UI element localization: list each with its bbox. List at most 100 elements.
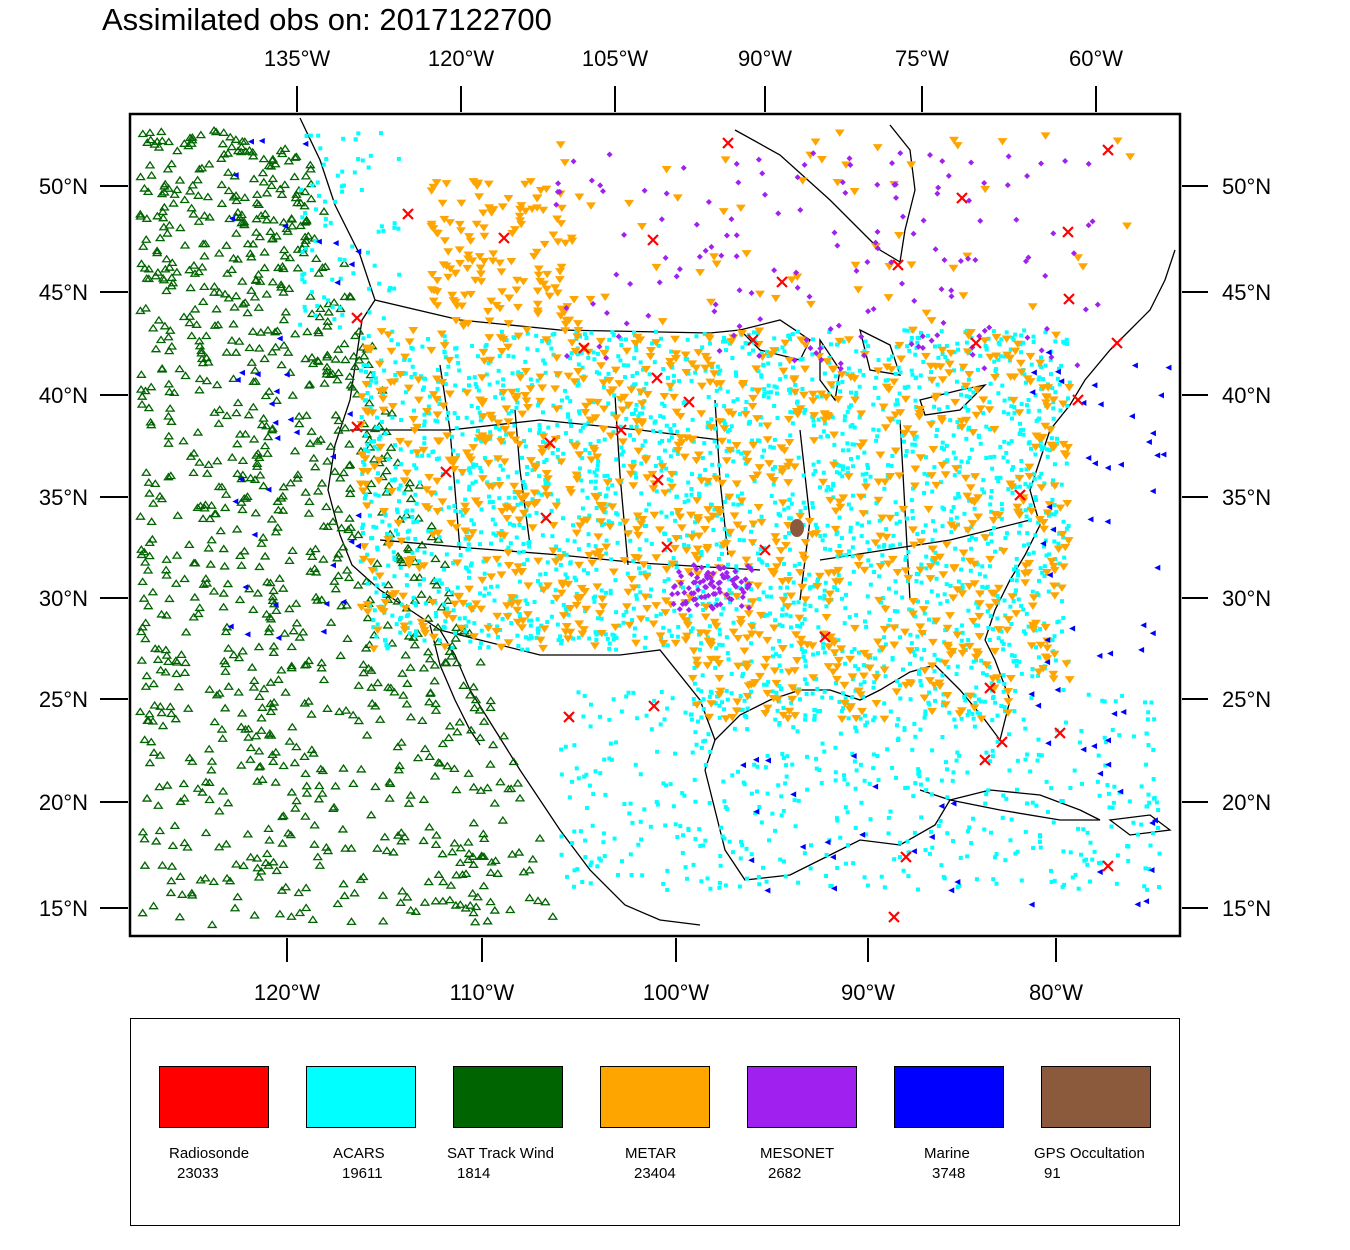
sat-track-wind-point (203, 357, 214, 366)
acars-point (787, 572, 792, 577)
acars-point (829, 487, 834, 492)
acars-point (696, 687, 701, 692)
acars-point (919, 815, 924, 820)
acars-point (443, 382, 448, 387)
acars-point (602, 437, 607, 442)
acars-point (300, 272, 305, 277)
acars-point (1021, 432, 1026, 437)
sat-track-wind-point (374, 715, 386, 723)
metar-point (550, 558, 561, 566)
acars-point (791, 580, 796, 585)
acars-point (967, 538, 972, 543)
acars-point (666, 577, 671, 582)
acars-point (672, 423, 677, 428)
sat-track-wind-point (431, 830, 442, 839)
sat-track-wind-point (398, 690, 409, 699)
right-lat-label: 15°N (1222, 896, 1271, 921)
acars-point (727, 428, 732, 433)
sat-track-wind-point (141, 468, 152, 476)
acars-point (1120, 693, 1125, 698)
acars-point (815, 686, 820, 691)
sat-track-wind-point (237, 276, 248, 285)
acars-point (1013, 688, 1018, 693)
acars-point (1157, 851, 1162, 856)
sat-track-wind-point (259, 209, 271, 218)
sat-track-wind-point (291, 618, 303, 627)
metar-point (518, 509, 529, 518)
sat-track-wind-point (316, 595, 327, 604)
acars-point (466, 569, 471, 574)
acars-point (801, 473, 806, 478)
acars-point (1044, 553, 1049, 558)
metar-point (499, 458, 510, 466)
acars-point (717, 642, 722, 647)
acars-point (669, 435, 674, 440)
acars-point (511, 335, 516, 340)
acars-point (594, 505, 599, 510)
acars-point (815, 651, 820, 656)
sat-track-wind-point (469, 703, 480, 712)
acars-point (793, 824, 798, 829)
acars-point (510, 371, 515, 376)
acars-point (414, 603, 419, 608)
acars-point (434, 457, 439, 462)
acars-point (693, 730, 698, 735)
acars-point (584, 772, 589, 777)
acars-point (841, 339, 846, 344)
sat-track-wind-point (295, 198, 306, 207)
acars-point (353, 137, 358, 142)
sat-track-wind-point (176, 890, 188, 898)
metar-point (630, 340, 641, 348)
metar-point (845, 655, 856, 664)
acars-point (759, 374, 764, 379)
metar-point (646, 347, 656, 355)
sat-track-wind-point (240, 429, 251, 438)
acars-point (300, 250, 305, 255)
sat-track-wind-point (248, 402, 259, 411)
acars-point (760, 454, 765, 459)
metar-point (461, 449, 472, 457)
acars-point (452, 504, 457, 509)
metar-point (521, 397, 532, 405)
acars-point (609, 557, 614, 562)
acars-point (433, 611, 438, 616)
sat-track-wind-point (240, 724, 251, 733)
acars-point (991, 877, 996, 882)
acars-point (786, 505, 791, 510)
acars-point (1059, 482, 1064, 487)
acars-point (601, 831, 606, 836)
sat-track-wind-point (199, 211, 210, 219)
metar-point (578, 626, 589, 634)
acars-point (1064, 720, 1069, 725)
acars-point (786, 333, 791, 338)
sat-track-wind-point (306, 427, 317, 435)
sat-track-wind-point (330, 584, 342, 593)
sat-track-wind-point (237, 299, 249, 308)
acars-point (622, 802, 627, 807)
acars-point (742, 698, 747, 703)
sat-track-wind-point (194, 385, 205, 394)
sat-track-wind-point (188, 209, 199, 218)
metar-point (686, 436, 697, 444)
acars-point (683, 865, 688, 870)
acars-point (994, 475, 999, 480)
acars-point (1057, 531, 1062, 536)
acars-point (691, 697, 696, 702)
metar-point (690, 551, 701, 560)
metar-point (357, 393, 367, 401)
acars-point (808, 604, 813, 609)
metar-point (587, 559, 598, 568)
acars-point (935, 561, 940, 566)
acars-point (707, 422, 712, 427)
acars-point (303, 308, 308, 313)
acars-point (1024, 467, 1029, 472)
metar-point (523, 582, 534, 590)
acars-point (696, 632, 701, 637)
acars-point (458, 552, 463, 557)
metar-point (824, 590, 835, 598)
acars-point (894, 723, 899, 728)
acars-point (621, 463, 626, 468)
sat-track-wind-point (216, 180, 227, 189)
acars-point (587, 451, 592, 456)
acars-point (906, 874, 911, 879)
